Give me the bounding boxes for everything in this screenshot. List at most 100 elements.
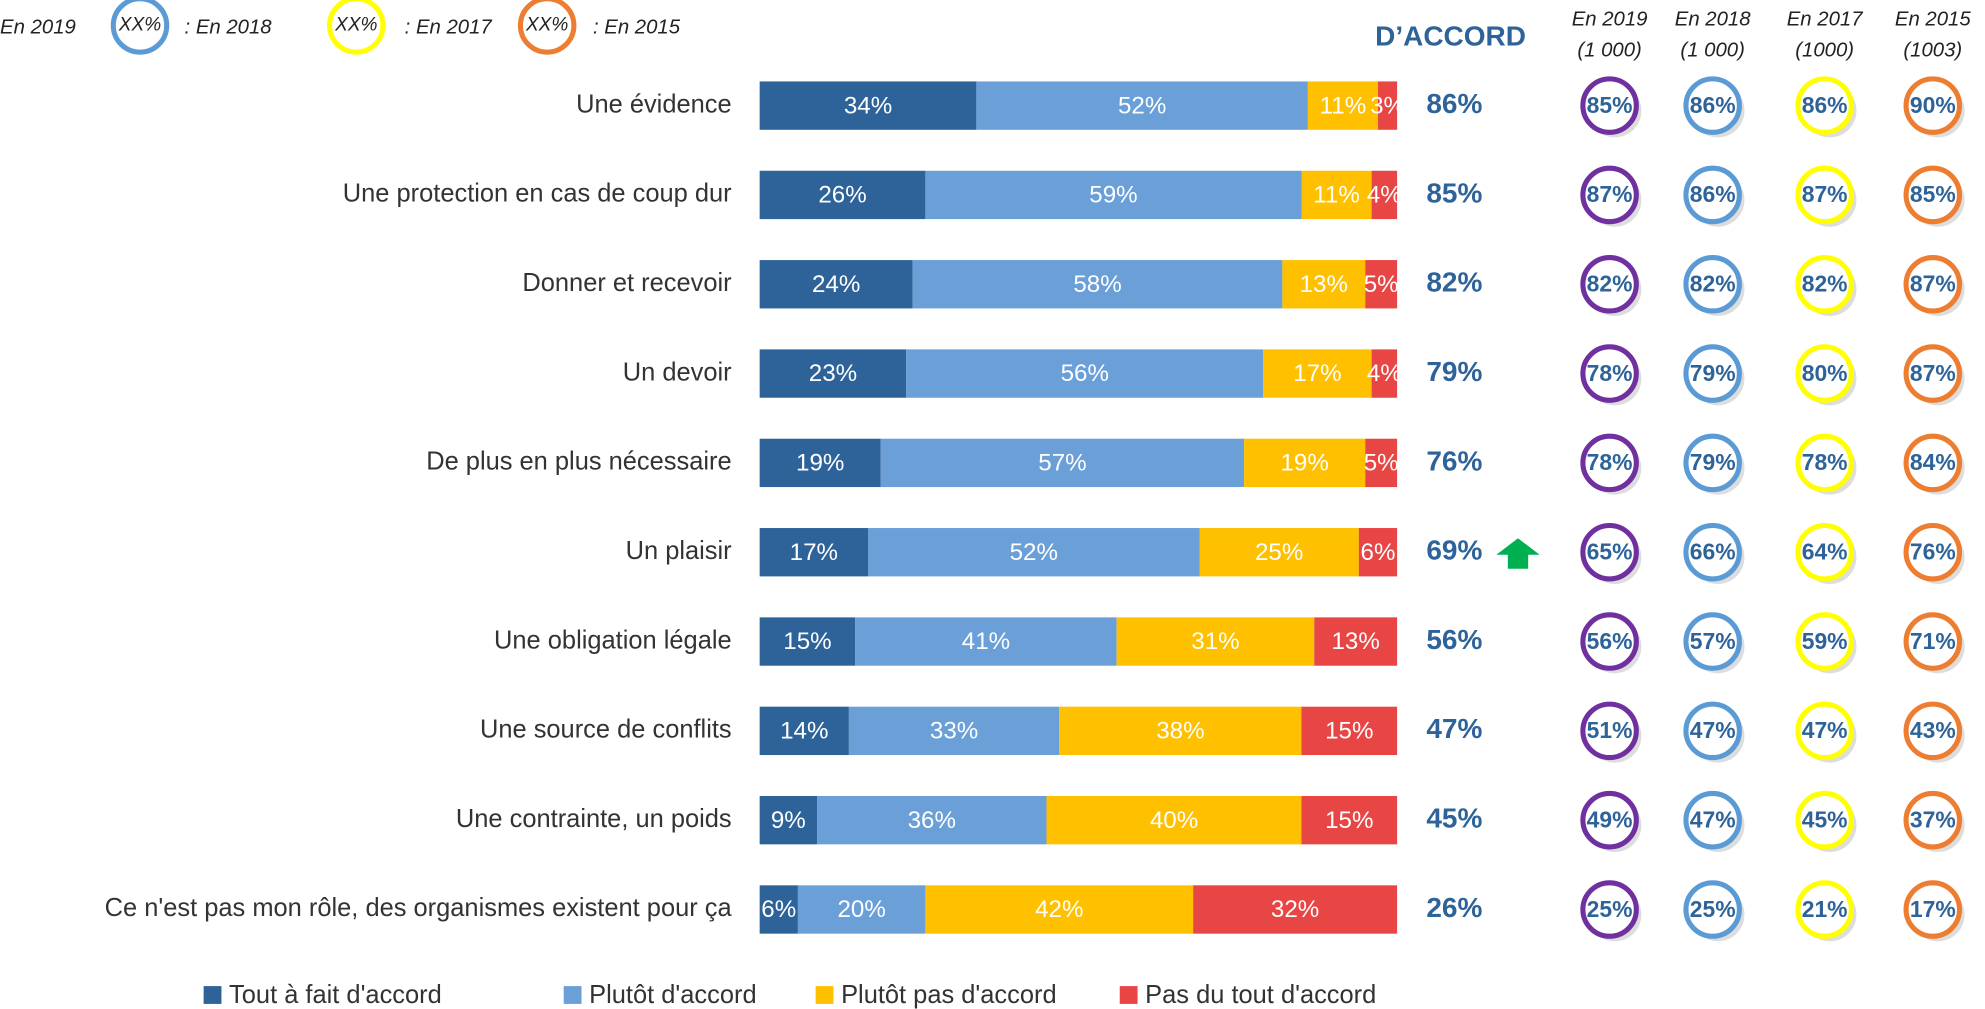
bar-segment: [759, 617, 856, 666]
legend-swatch: [563, 986, 582, 1004]
key-label: : En 2017: [405, 16, 493, 38]
bar-segment: [1314, 617, 1398, 666]
comparison-label: 64%: [1802, 539, 1848, 565]
bar-segment: [1301, 796, 1398, 845]
comparison-circle: [1580, 612, 1639, 671]
comparison-circle: [1795, 790, 1854, 850]
key-sample: XX%: [118, 14, 161, 35]
bar-segment: [1046, 796, 1302, 845]
comparison-circle: [1580, 76, 1639, 135]
bar-segment: [848, 706, 1060, 756]
value-label: 23%: [809, 360, 857, 387]
bar-segment: [817, 796, 1047, 845]
bar-segment: [868, 528, 1200, 577]
value-label: 13%: [1332, 628, 1380, 655]
comparison-label: 51%: [1587, 717, 1633, 743]
value-label: 20%: [837, 896, 885, 923]
comparison-circle: [1795, 76, 1854, 135]
category-label: Ce n'est pas mon rôle, des organismes ex…: [105, 894, 733, 922]
comparison-circle: [1683, 880, 1742, 939]
category-label: Une évidence: [576, 90, 732, 118]
category-label: Un devoir: [623, 358, 732, 386]
bar-segment: [1371, 170, 1398, 220]
bar-segment: [925, 170, 1302, 220]
key-circle: [110, 0, 170, 55]
value-label: 59%: [1089, 182, 1137, 209]
comparison-circle: [1580, 522, 1639, 582]
bar-segment: [1116, 617, 1315, 666]
comparison-circle: [1580, 344, 1639, 403]
value-label: 25%: [1255, 539, 1303, 566]
comparison-label: 45%: [1802, 806, 1848, 832]
key-sample: XX%: [525, 14, 568, 35]
comparison-label: 76%: [1910, 539, 1956, 565]
key-label: En 2019: [0, 16, 76, 38]
legend-label: Plutôt d'accord: [589, 981, 756, 1009]
comparison-circle: [1580, 880, 1639, 939]
comparison-circle: [1903, 165, 1963, 225]
bar-segment: [855, 617, 1117, 666]
bar-segment: [912, 260, 1283, 309]
comparison-name: En 2019: [1572, 9, 1648, 31]
comparison-label: 47%: [1690, 806, 1736, 832]
comparison-label: 65%: [1587, 539, 1633, 565]
comparison-label: 25%: [1587, 896, 1633, 922]
bar-segment: [1307, 81, 1378, 130]
comparison-label: 87%: [1587, 181, 1633, 207]
comparison-label: 87%: [1910, 271, 1956, 297]
value-label: 52%: [1010, 539, 1058, 566]
comparison-label: 71%: [1910, 628, 1956, 654]
comparison-circle: [1795, 254, 1854, 314]
comparison-circle: [1795, 612, 1854, 671]
total-label: 85%: [1426, 177, 1482, 208]
value-label: 57%: [1038, 450, 1086, 477]
value-label: 15%: [1325, 718, 1373, 745]
bar-segment: [759, 81, 977, 130]
comparison-label: 66%: [1690, 539, 1736, 565]
comparison-circle: [1903, 612, 1963, 671]
value-label: 17%: [1293, 360, 1341, 387]
comparison-circle: [1580, 433, 1639, 493]
value-label: 19%: [796, 450, 844, 477]
category-label: Donner et recevoir: [522, 269, 732, 297]
bar-segment: [759, 170, 926, 220]
comparison-circle: [1683, 76, 1742, 135]
value-label: 56%: [1061, 360, 1109, 387]
comparison-label: 56%: [1587, 628, 1633, 654]
value-label: 6%: [1361, 539, 1396, 566]
comparison-circle: [1795, 433, 1854, 493]
bar-segment: [1059, 706, 1302, 756]
value-label: 3%: [1370, 92, 1405, 119]
value-label: 24%: [812, 271, 860, 298]
comparison-circle: [1903, 790, 1963, 850]
value-label: 5%: [1364, 450, 1399, 477]
legend-swatch: [815, 986, 834, 1004]
total-label: 86%: [1426, 88, 1482, 119]
comparison-circle: [1683, 254, 1742, 314]
comparison-circle: [1580, 254, 1639, 314]
bar-segment: [1282, 260, 1366, 309]
value-label: 52%: [1118, 92, 1166, 119]
comparison-label: 90%: [1910, 92, 1956, 118]
value-label: 31%: [1191, 628, 1239, 655]
bar-segment: [1371, 349, 1398, 398]
comparison-label: 87%: [1802, 181, 1848, 207]
category-label: Une contrainte, un poids: [456, 805, 732, 833]
value-label: 15%: [1325, 807, 1373, 834]
comparison-label: 78%: [1802, 449, 1848, 475]
value-label: 6%: [761, 896, 796, 923]
comparison-circle: [1580, 165, 1639, 225]
comparison-label: 59%: [1802, 628, 1848, 654]
comparison-label: 49%: [1587, 806, 1633, 832]
total-label: 69%: [1426, 535, 1482, 566]
comparison-label: 85%: [1587, 92, 1633, 118]
comparison-label: 87%: [1910, 360, 1956, 386]
total-label: 76%: [1426, 445, 1482, 476]
comparison-circle: [1903, 522, 1963, 582]
bar-segment: [1365, 438, 1398, 488]
value-label: 58%: [1073, 271, 1121, 298]
comparison-sample: (1 000): [1680, 39, 1744, 61]
comparison-label: 57%: [1690, 628, 1736, 654]
bar-segment: [1365, 260, 1398, 309]
